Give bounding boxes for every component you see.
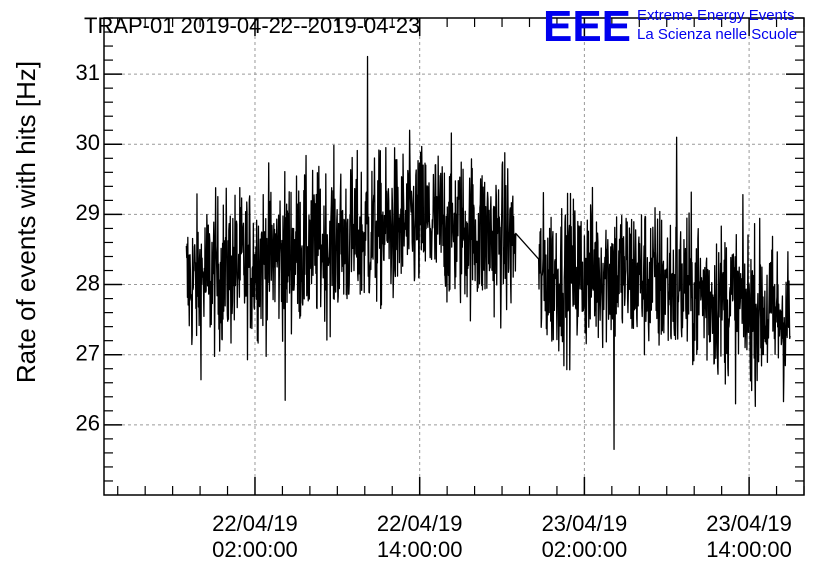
chart-title: TRAP-01 2019-04-22--2019-04-23 — [84, 13, 420, 38]
y-axis-title: Rate of events with hits [Hz] — [11, 61, 41, 383]
y-tick-label: 26 — [76, 411, 100, 436]
x-tick-label-time: 02:00:00 — [542, 537, 628, 562]
x-tick-label-time: 14:00:00 — [706, 537, 792, 562]
y-tick-label: 28 — [76, 270, 100, 295]
y-tick-label: 30 — [76, 130, 100, 155]
eee-logo: EEE Extreme Energy Events La Scienza nel… — [543, 2, 797, 51]
logo-line-1: Extreme Energy Events — [637, 7, 795, 24]
label-layer: 26272829303122/04/1902:00:0022/04/1914:0… — [76, 60, 792, 562]
logo-mark: EEE — [543, 2, 631, 51]
data-layer — [185, 55, 791, 451]
x-tick-label-date: 22/04/19 — [212, 511, 298, 536]
x-tick-label-date: 23/04/19 — [706, 511, 792, 536]
tick-layer — [104, 17, 805, 495]
x-tick-label-date: 22/04/19 — [377, 511, 463, 536]
series-line — [185, 55, 791, 451]
x-tick-label-time: 02:00:00 — [212, 537, 298, 562]
y-tick-label: 27 — [76, 341, 100, 366]
y-tick-label: 31 — [76, 60, 100, 85]
y-tick-label: 29 — [76, 200, 100, 225]
x-tick-label-time: 14:00:00 — [377, 537, 463, 562]
logo-line-2: La Scienza nelle Scuole — [637, 26, 797, 43]
x-tick-label-date: 23/04/19 — [542, 511, 628, 536]
